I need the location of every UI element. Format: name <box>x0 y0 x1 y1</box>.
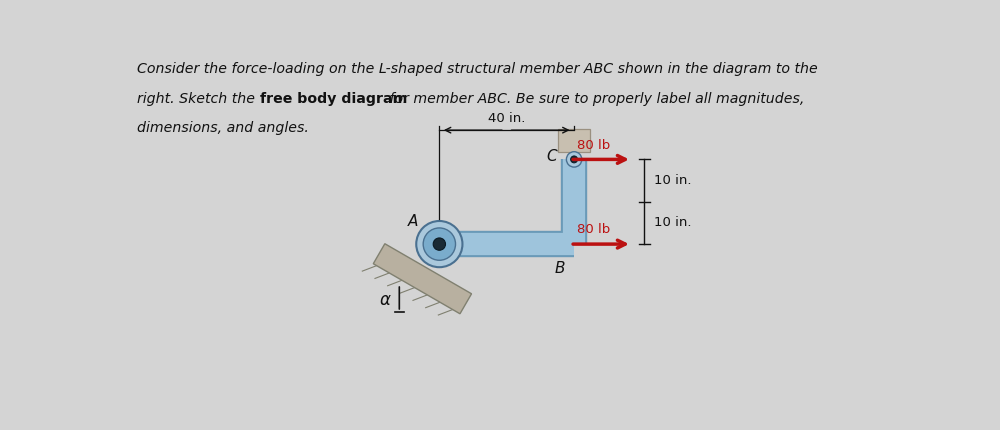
Circle shape <box>566 152 582 167</box>
Text: B: B <box>555 261 565 276</box>
Text: 80 lb: 80 lb <box>577 139 610 152</box>
Text: C: C <box>547 149 557 164</box>
Text: A: A <box>407 214 418 229</box>
Text: α: α <box>380 291 391 309</box>
Text: 10 in.: 10 in. <box>654 216 692 230</box>
Circle shape <box>416 221 462 267</box>
Text: Consider the force-loading on the L-shaped structural member ABC shown in the di: Consider the force-loading on the L-shap… <box>137 62 817 77</box>
Text: 80 lb: 80 lb <box>577 224 610 236</box>
Circle shape <box>571 156 578 163</box>
Circle shape <box>433 238 446 250</box>
Text: free body diagram: free body diagram <box>260 92 407 106</box>
Polygon shape <box>373 244 472 314</box>
Text: for member ABC. Be sure to properly label all magnitudes,: for member ABC. Be sure to properly labe… <box>385 92 804 106</box>
Text: dimensions, and angles.: dimensions, and angles. <box>137 121 309 135</box>
Text: right. Sketch the: right. Sketch the <box>137 92 259 106</box>
Text: 10 in.: 10 in. <box>654 174 692 187</box>
Bar <box>558 129 590 153</box>
Text: 40 in.: 40 in. <box>488 112 525 125</box>
Circle shape <box>423 228 456 260</box>
